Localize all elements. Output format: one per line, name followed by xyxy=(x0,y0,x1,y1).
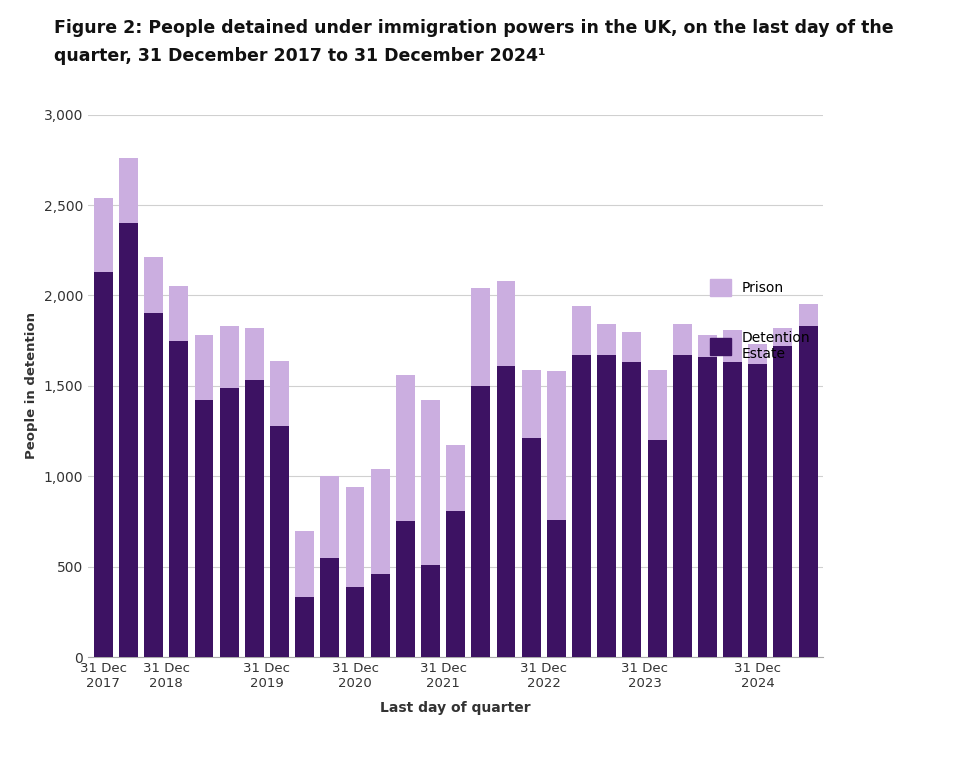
X-axis label: Last day of quarter: Last day of quarter xyxy=(380,701,531,715)
Bar xyxy=(346,487,365,587)
Bar xyxy=(698,335,716,357)
Bar xyxy=(723,362,742,657)
Bar xyxy=(622,332,641,362)
Bar xyxy=(471,386,490,657)
Bar xyxy=(195,400,214,657)
Bar xyxy=(521,370,541,439)
Text: Figure 2: People detained under immigration powers in the UK, on the last day of: Figure 2: People detained under immigrat… xyxy=(54,19,894,37)
Bar xyxy=(521,439,541,657)
Bar xyxy=(773,346,793,657)
Bar xyxy=(320,558,339,657)
Bar xyxy=(94,272,113,657)
Bar xyxy=(572,355,591,657)
Bar xyxy=(346,587,365,657)
Bar xyxy=(497,281,515,366)
Bar xyxy=(220,387,238,657)
Bar xyxy=(799,326,817,657)
Bar xyxy=(320,476,339,558)
Text: quarter, 31 December 2017 to 31 December 2024¹: quarter, 31 December 2017 to 31 December… xyxy=(54,47,546,66)
Bar xyxy=(446,445,466,510)
Bar xyxy=(295,597,315,657)
Bar xyxy=(673,325,692,355)
Bar xyxy=(497,366,515,657)
Bar xyxy=(245,328,264,380)
Bar xyxy=(295,532,315,597)
Bar xyxy=(547,371,565,520)
Bar xyxy=(270,361,289,426)
Bar xyxy=(144,313,163,657)
Bar xyxy=(421,400,440,565)
Bar xyxy=(421,565,440,657)
Bar xyxy=(195,335,214,400)
Bar xyxy=(370,574,390,657)
Bar xyxy=(446,510,466,657)
Bar xyxy=(94,198,113,272)
Bar xyxy=(648,440,666,657)
Bar xyxy=(396,375,415,521)
Bar xyxy=(144,257,163,313)
Bar xyxy=(673,355,692,657)
Bar xyxy=(648,370,666,440)
Bar xyxy=(170,341,188,657)
Bar xyxy=(119,223,138,657)
Bar xyxy=(119,158,138,223)
Bar xyxy=(245,380,264,657)
Bar xyxy=(749,364,767,657)
Bar xyxy=(396,521,415,657)
Bar xyxy=(170,286,188,341)
Bar xyxy=(270,426,289,657)
Bar xyxy=(773,328,793,346)
Legend: Prison, Detention
Estate: Prison, Detention Estate xyxy=(705,274,816,367)
Bar xyxy=(471,288,490,386)
Bar xyxy=(698,357,716,657)
Bar xyxy=(220,326,238,387)
Bar xyxy=(799,305,817,326)
Bar xyxy=(597,355,616,657)
Bar xyxy=(547,520,565,657)
Bar xyxy=(597,325,616,355)
Bar xyxy=(572,306,591,355)
Bar xyxy=(749,345,767,364)
Bar xyxy=(622,362,641,657)
Bar xyxy=(723,330,742,362)
Bar xyxy=(370,469,390,574)
Y-axis label: People in detention: People in detention xyxy=(25,312,38,459)
